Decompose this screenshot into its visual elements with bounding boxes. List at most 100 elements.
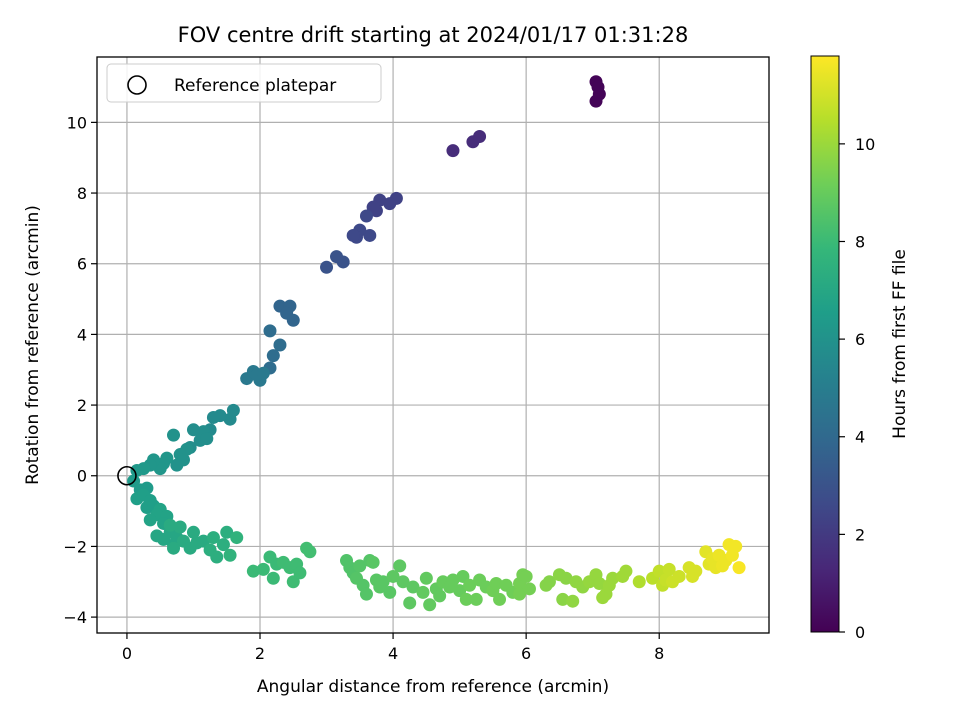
data-point [186,423,200,437]
legend-marker [127,75,147,95]
data-point [592,577,606,591]
data-point [256,562,270,576]
data-point [320,260,334,274]
x-tick-label: 8 [654,644,664,663]
data-point [273,338,287,352]
y-axis-label: Rotation from reference (arcmin) [23,205,43,485]
y-tick-label: 4 [77,325,87,344]
data-point [463,578,477,592]
data-point [469,592,483,606]
data-point [366,200,380,214]
data-point [493,592,507,606]
data-point [456,569,470,583]
reference-marker [117,465,137,486]
data-point [170,458,184,472]
data-point [346,228,360,242]
data-point [286,575,300,589]
data-point [446,144,460,158]
data-point [230,531,244,545]
data-point [206,410,220,424]
data-point [366,555,380,569]
data-point [672,569,686,583]
data-point [662,562,676,576]
data-point [606,571,620,585]
x-tick-label: 4 [388,644,398,663]
data-point [263,324,277,338]
data-point [153,462,167,476]
data-point [223,548,237,562]
data-point [383,585,397,599]
data-point [453,584,467,598]
data-point [196,534,210,548]
colorbar-tick-label: 0 [855,623,865,642]
data-point [210,550,224,564]
y-tick-label: −4 [63,608,87,627]
data-point [256,366,270,380]
data-point [167,541,181,555]
data-point [336,255,350,269]
data-point [200,432,214,446]
data-point [186,525,200,539]
data-point [591,80,605,94]
y-tick-label: 0 [77,467,87,486]
x-axis-label: Angular distance from reference (arcmin) [257,677,609,697]
y-axis-ticks: −4 −2 0 2 4 6 8 10 [63,113,97,627]
y-tick-label: −2 [63,537,87,556]
legend: Reference platepar [106,63,382,103]
data-point [167,428,181,442]
colorbar-ticks: 0 2 4 6 8 10 [839,135,875,642]
data-point [566,594,580,608]
data-point [556,592,570,606]
data-points [127,75,746,612]
data-point [406,580,420,594]
y-tick-label: 6 [77,255,87,274]
y-tick-label: 2 [77,396,87,415]
data-point [266,571,280,585]
x-axis-ticks: 0 2 4 6 8 [122,633,664,663]
colorbar-tick-label: 8 [855,232,865,251]
data-point [386,569,400,583]
data-point [729,539,743,553]
data-point [433,589,447,603]
plot-frame [96,56,770,634]
y-tick-label: 10 [67,113,87,132]
data-point [619,564,633,578]
colorbar-tick-label: 4 [855,428,865,447]
data-point [266,349,280,363]
data-point [376,575,390,589]
data-point [596,591,610,605]
data-point [632,575,646,589]
data-point [589,94,603,108]
data-point [519,569,533,583]
data-point [393,559,407,573]
colorbar-tick-label: 6 [855,330,865,349]
data-point [216,538,230,552]
data-point [416,585,430,599]
data-point [353,559,367,573]
data-point [130,463,144,477]
data-point [396,575,410,589]
data-point [206,531,220,545]
colorbar-tick-label: 2 [855,525,865,544]
data-point [246,564,260,578]
data-point [652,564,666,578]
data-point [559,571,573,585]
data-point [446,573,460,587]
colorbar-gradient [810,55,840,633]
colorbar: 0 2 4 6 8 10 Hours from first FF file [810,55,910,642]
legend-label: Reference platepar [174,76,336,96]
data-point [286,313,300,327]
data-point [363,228,377,242]
data-point [689,564,703,578]
data-point [473,130,487,144]
x-tick-label: 0 [122,644,132,663]
data-point [403,596,417,610]
data-point [163,518,177,532]
colorbar-label: Hours from first FF file [890,249,910,439]
data-point [732,561,746,575]
legend-box [106,63,382,103]
data-point [359,209,373,223]
x-tick-label: 6 [521,644,531,663]
data-point [512,587,526,601]
